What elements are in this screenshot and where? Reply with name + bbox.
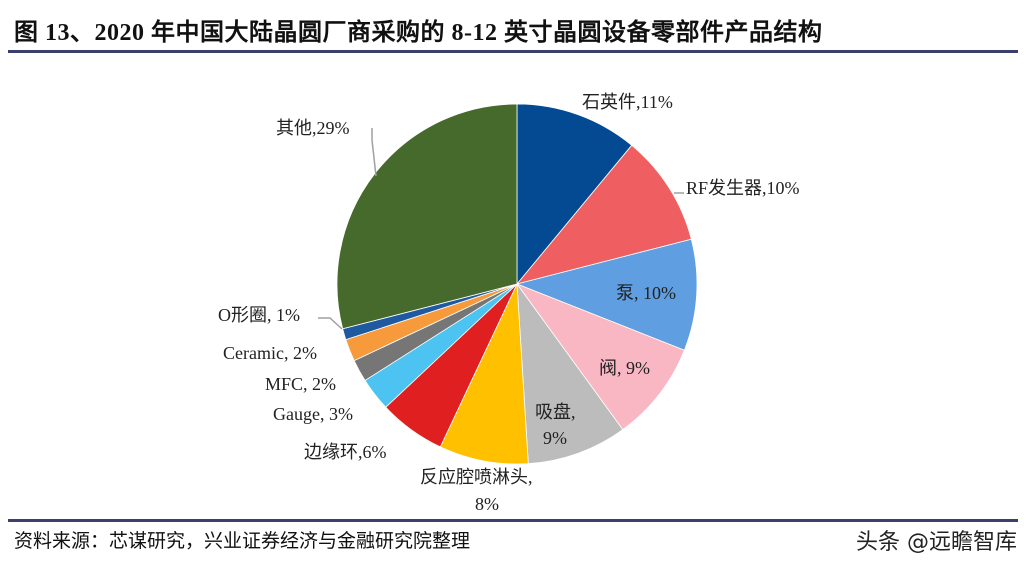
label-pump: 泵, 10%: [616, 283, 676, 303]
source-note: 资料来源：芯谋研究，兴业证券经济与金融研究院整理: [14, 530, 471, 552]
label-edge-ring: 边缘环,6%: [304, 442, 387, 462]
label-valve: 阀, 9%: [599, 358, 650, 378]
leader-line-oring: [318, 317, 343, 330]
pie-slice-2: [515, 238, 698, 351]
footer-divider: [8, 519, 1018, 522]
label-showerhead-name: 反应腔喷淋头,: [420, 467, 533, 487]
pie-slice-4: [516, 282, 624, 465]
pie-slices: [336, 103, 698, 465]
pie-slice-11: [336, 103, 518, 330]
leader-lines: [318, 128, 684, 330]
label-showerhead-value: 8%: [475, 494, 499, 514]
title-divider: [8, 50, 1018, 53]
label-quartz: 石英件,11%: [582, 92, 673, 112]
watermark: 头条 @远瞻智库: [856, 530, 1017, 555]
label-chuck-name: 吸盘,: [535, 402, 576, 422]
chart-title: 图 13、2020 年中国大陆晶圆厂商采购的 8-12 英寸晶圆设备零部件产品结…: [14, 20, 823, 46]
pie-slice-0: [516, 103, 633, 286]
pie-slice-1: [515, 144, 692, 285]
label-rf-generator: RF发生器,10%: [686, 178, 800, 198]
label-gauge: Gauge, 3%: [273, 404, 353, 424]
label-o-ring: O形圈, 1%: [218, 305, 300, 325]
label-ceramic: Ceramic, 2%: [223, 343, 317, 363]
leader-line-other: [371, 128, 377, 177]
label-other: 其他,29%: [276, 118, 350, 138]
data-labels: 石英件,11% RF发生器,10% 泵, 10% 阀, 9% 吸盘, 9% 反应…: [218, 92, 800, 514]
label-mfc: MFC, 2%: [265, 374, 336, 394]
label-chuck-value: 9%: [543, 428, 567, 448]
pie-slice-3: [515, 283, 685, 431]
pie-slice-5: [439, 283, 529, 465]
